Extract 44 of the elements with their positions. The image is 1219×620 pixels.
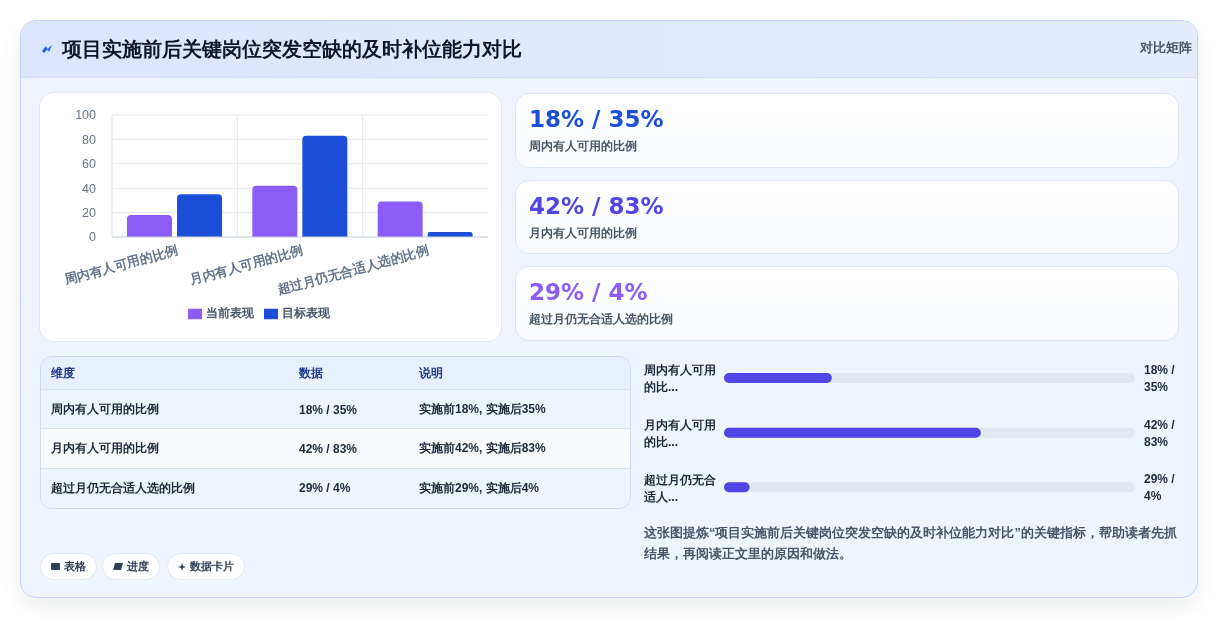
text: 表格 <box>64 559 86 574</box>
bar <box>252 185 298 237</box>
text: 29% / 4% <box>529 279 648 306</box>
text: 18% / 35% <box>529 106 664 132</box>
y-tick-label: 80 <box>82 132 97 147</box>
text: 29% / 4% <box>299 481 351 496</box>
legend-label: 目标表现 <box>282 306 330 320</box>
bar <box>302 135 348 237</box>
text: 周内有人可用的比例 <box>51 401 159 419</box>
chart-title: 项目实施前后关键岗位突发空缺的及时补位能力对比 <box>62 38 522 60</box>
y-tick-label: 月内有人可用的比... <box>643 418 716 449</box>
text: 42% / 83% <box>1144 417 1176 449</box>
text: 说明 <box>419 365 443 382</box>
text: 超过月仍无合适人选的比例 <box>51 479 195 497</box>
bar <box>177 194 222 237</box>
text: 实施前18%, 实施后35% <box>419 401 546 419</box>
text: 数据卡片 <box>190 559 234 574</box>
text: 月内有人可用的比例 <box>529 225 637 240</box>
text: 这张图提炼“项目实施前后关键岗位突发空缺的及时补位能力对比”的关键指标，帮助读者先抓结果，再阅读正文里的原因和做法。 <box>644 525 1177 561</box>
text: 周内有人可用的比例 <box>529 139 637 153</box>
bar <box>377 201 423 237</box>
text: 实施前29%, 实施后4% <box>419 479 540 497</box>
y-tick-label: 100 <box>75 108 97 123</box>
text: 42% / 83% <box>299 441 358 456</box>
legend-label: 当前表现 <box>206 306 254 320</box>
text: 进度 <box>127 559 149 574</box>
x-tick-label: 周内有人可用的比例 <box>61 242 180 288</box>
bar <box>127 215 172 237</box>
text: 18% / 35% <box>299 402 358 417</box>
text: 42% / 83% <box>529 192 664 219</box>
text: 实施前42%, 实施后83% <box>419 440 546 458</box>
text: 数据 <box>299 365 323 382</box>
y-tick-label: 超过月仍无合适人... <box>643 472 717 504</box>
y-tick-label: 40 <box>82 181 97 196</box>
y-tick-label: 20 <box>82 206 97 221</box>
y-tick-label: 周内有人可用的比... <box>643 363 716 395</box>
text: 维度 <box>51 365 75 382</box>
text: 18% / 35% <box>1144 363 1176 394</box>
text: 对比矩阵 <box>1140 41 1192 55</box>
y-tick-label: 0 <box>89 230 97 245</box>
text: 29% / 4% <box>1144 472 1176 504</box>
text: 月内有人可用的比例 <box>51 440 159 458</box>
y-tick-label: 60 <box>82 157 97 172</box>
text: 超过月仍无合适人选的比例 <box>529 312 673 327</box>
